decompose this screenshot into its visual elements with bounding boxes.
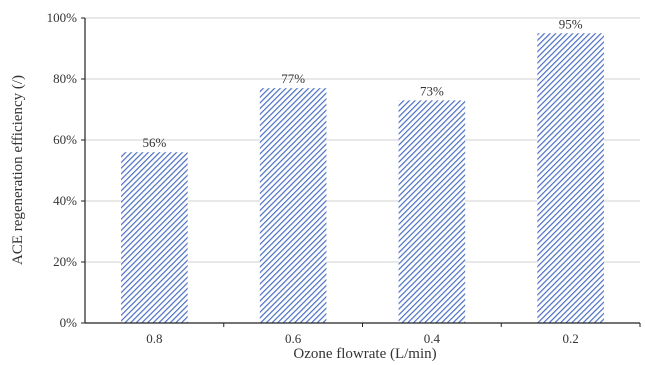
y-tick-label-0: 0% (60, 315, 78, 330)
x-tick-label-0.8: 0.8 (146, 331, 162, 346)
x-tick-label-0.4: 0.4 (424, 331, 441, 346)
data-label-0.8: 56% (142, 135, 166, 150)
bar-0.4 (398, 100, 466, 323)
bar-0.2 (537, 33, 604, 323)
data-label-0.2: 95% (559, 16, 583, 31)
x-tick-labels: 0.8 0.6 0.4 0.2 (146, 331, 579, 346)
y-tick-label-20: 20% (53, 254, 77, 269)
y-tick-label-100: 100% (47, 10, 78, 25)
bar-0.6 (259, 88, 327, 324)
y-axis-title: ACE regeneration efficiency (/) (10, 75, 26, 265)
x-tick-label-0.6: 0.6 (285, 331, 302, 346)
y-tick-labels: 0% 20% 40% 60% 80% 100% (47, 10, 78, 330)
bar-0.8 (121, 152, 188, 323)
y-tick-label-60: 60% (53, 132, 77, 147)
data-labels: 56% 77% 73% 95% (142, 16, 582, 150)
data-label-0.6: 77% (281, 71, 305, 86)
y-tick-label-40: 40% (53, 193, 77, 208)
y-tick-label-80: 80% (53, 71, 77, 86)
axes (81, 17, 641, 327)
x-tick-label-0.2: 0.2 (563, 331, 579, 346)
x-axis-title: Ozone flowrate (L/min) (293, 346, 436, 362)
data-label-0.4: 73% (420, 83, 444, 98)
bars (121, 33, 604, 324)
